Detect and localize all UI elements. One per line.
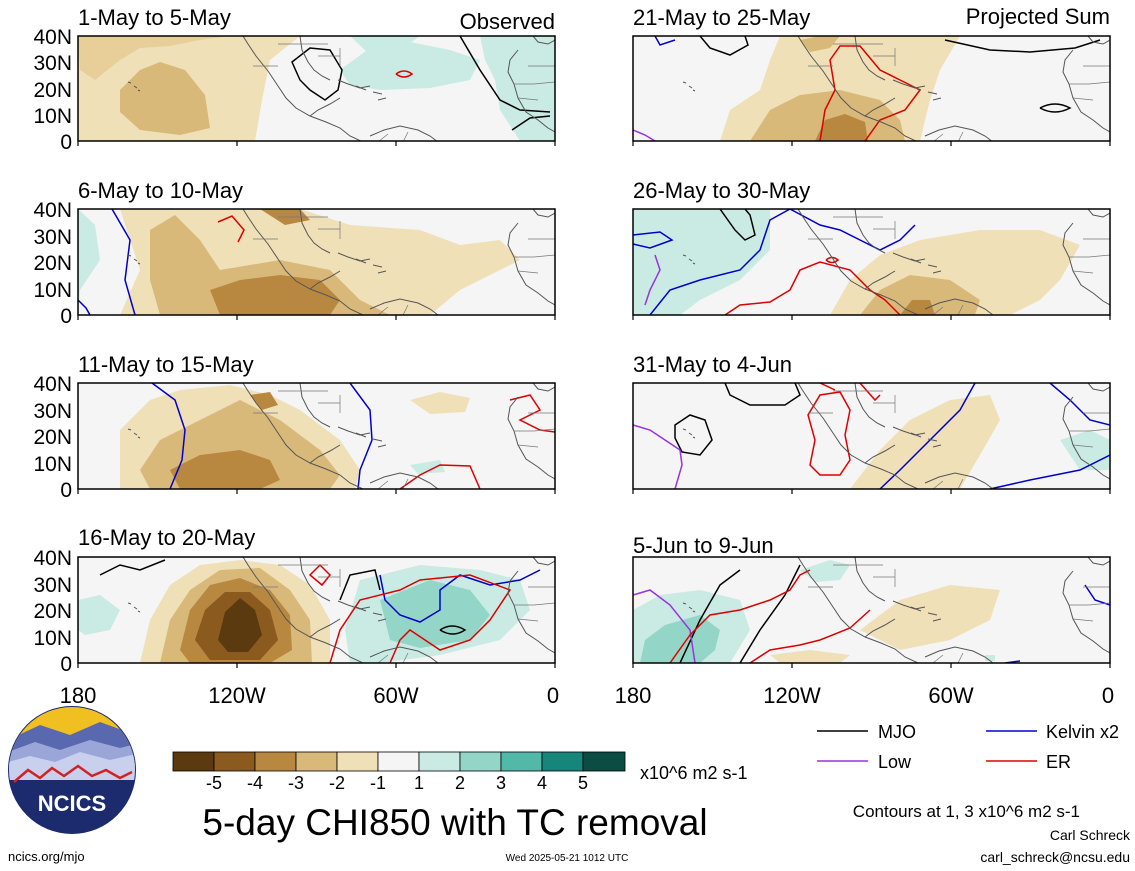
logo-text: NCICS [38, 791, 106, 816]
lon-label: 180 [615, 683, 652, 708]
lat-label: 40N [33, 199, 72, 222]
colorbar-swatch [582, 751, 626, 772]
colorbar-swatch [459, 751, 502, 772]
colorbar-tick: -4 [247, 773, 263, 793]
lat-label: 20N [33, 600, 72, 623]
panel-observed-4 [77, 556, 556, 664]
panel-title-right-4: 5-Jun to 9-Jun [633, 533, 774, 558]
panel-observed-2 [77, 208, 556, 316]
colorbar-swatch [541, 751, 584, 772]
contour-note: Contours at 1, 3 x10^6 m2 s-1 [853, 802, 1080, 821]
panel-projected-1 [632, 35, 1111, 142]
footer-url: ncics.org/mjo [8, 849, 85, 864]
colorbar-tick: -3 [288, 773, 304, 793]
panel-title-left-3: 11-May to 15-May [78, 352, 254, 377]
lat-label: 0 [60, 131, 72, 154]
lat-label: 40N [33, 547, 72, 570]
colorbar-tick: 4 [537, 773, 547, 793]
panel-observed-3 [77, 382, 556, 490]
legend-label-mjo: MJO [878, 722, 916, 742]
colorbar-tick: 2 [455, 773, 465, 793]
lat-label: 40N [33, 373, 72, 396]
column-label-observed: Observed [460, 9, 555, 34]
lat-label: 30N [33, 52, 72, 75]
colorbar-swatch [336, 751, 379, 772]
lat-label: 30N [33, 226, 72, 249]
lat-label: 0 [60, 479, 72, 502]
colorbar-swatch [500, 751, 543, 772]
panel-title-left-2: 6-May to 10-May [78, 178, 243, 203]
colorbar-tick: 5 [578, 773, 588, 793]
lat-label: 20N [33, 426, 72, 449]
colorbar-tick: 3 [496, 773, 506, 793]
lat-label: 20N [33, 252, 72, 275]
panel-projected-2 [632, 208, 1111, 316]
footer-timestamp: Wed 2025-05-21 1012 UTC [506, 853, 629, 864]
colorbar-tick: 1 [414, 773, 424, 793]
lat-label: 10N [33, 279, 72, 302]
panel-projected-4 [632, 556, 1111, 664]
lon-label: 60W [373, 683, 418, 708]
panel-title-left-1: 1-May to 5-May [78, 5, 231, 30]
footer-email: carl_schreck@ncsu.edu [980, 849, 1130, 865]
lat-label: 30N [33, 400, 72, 423]
colorbar-swatch [172, 751, 215, 772]
panel-ticks [77, 141, 1111, 668]
ncics-logo: NCICS [8, 706, 136, 834]
footer-author: Carl Schreck [1050, 827, 1131, 843]
colorbar-tick: -5 [206, 773, 222, 793]
colorbar-swatch [254, 751, 297, 772]
contour-legend: MJO Kelvin x2 Low ER Contours at 1, 3 x1… [817, 722, 1119, 821]
colorbar-swatch [295, 751, 338, 772]
lon-label: 0 [1102, 683, 1114, 708]
legend-label-kelvin: Kelvin x2 [1046, 722, 1119, 742]
panel-title-right-3: 31-May to 4-Jun [633, 352, 792, 377]
lat-label: 20N [33, 79, 72, 102]
lat-label: 0 [60, 305, 72, 328]
lon-label: 120W [208, 683, 266, 708]
lat-label: 40N [33, 26, 72, 49]
colorbar: -5 -4 -3 -2 -1 1 2 3 4 5 x10^6 m2 s-1 [172, 751, 748, 793]
lon-label: 60W [928, 683, 973, 708]
panel-title-right-1: 21-May to 25-May [633, 5, 810, 30]
colorbar-tick: -1 [370, 773, 386, 793]
colorbar-tick: -2 [329, 773, 345, 793]
lat-label: 10N [33, 453, 72, 476]
main-title: 5-day CHI850 with TC removal [202, 802, 707, 843]
lat-label: 0 [60, 653, 72, 676]
colorbar-swatch [418, 751, 461, 772]
colorbar-units: x10^6 m2 s-1 [640, 763, 748, 783]
panel-title-left-4: 16-May to 20-May [78, 525, 255, 550]
lat-label: 30N [33, 574, 72, 597]
column-label-projected: Projected Sum [966, 4, 1110, 29]
lat-label: 10N [33, 627, 72, 650]
panel-observed-1 [77, 35, 556, 142]
legend-label-low: Low [878, 752, 912, 772]
panel-title-right-2: 26-May to 30-May [633, 178, 810, 203]
lat-label: 10N [33, 105, 72, 128]
lon-label: 120W [763, 683, 821, 708]
colorbar-swatch [213, 751, 256, 772]
legend-label-er: ER [1046, 752, 1071, 772]
panel-projected-3 [632, 382, 1111, 490]
colorbar-swatch [377, 751, 420, 772]
lon-label: 0 [547, 683, 559, 708]
lon-label: 180 [60, 683, 97, 708]
